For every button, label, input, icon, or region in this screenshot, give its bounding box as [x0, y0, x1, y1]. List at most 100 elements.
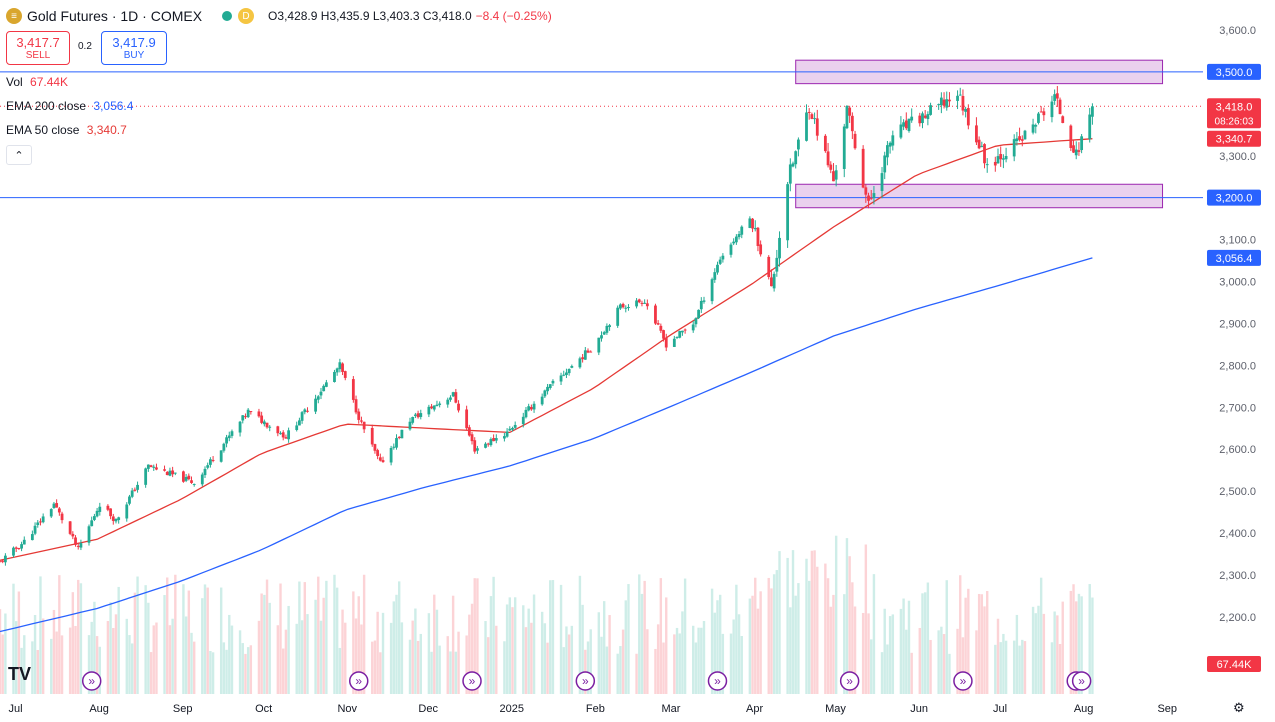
candle-body: [624, 307, 628, 309]
candle-body: [1020, 139, 1024, 141]
volume-bar: [608, 615, 611, 694]
candle-body: [1053, 94, 1057, 101]
candle-body: [1055, 93, 1059, 99]
candle-body: [57, 508, 61, 513]
candle-body: [449, 397, 452, 400]
candle-body: [562, 374, 566, 376]
volume-bar: [619, 646, 622, 694]
candle-body: [225, 437, 228, 444]
volume-bar: [287, 605, 290, 694]
candle-body: [907, 118, 911, 132]
volume-bar: [1053, 611, 1056, 694]
candle-body: [149, 465, 153, 468]
candle-body: [33, 525, 37, 534]
volume-bar: [95, 636, 99, 694]
ema200-legend[interactable]: EMA 200 close 3,056.4: [6, 99, 134, 113]
candle-body: [583, 350, 587, 360]
candle-body: [521, 416, 525, 425]
collapse-legend-button[interactable]: ⌃: [6, 145, 32, 165]
candle-body: [489, 439, 493, 446]
candle-body: [411, 417, 415, 423]
y-tick-label: 3,100.0: [1219, 235, 1256, 247]
candle-body: [49, 509, 53, 517]
volume-bar: [816, 566, 819, 694]
volume-bar: [20, 647, 23, 694]
candle-body: [370, 427, 374, 445]
volume-bar: [90, 621, 93, 694]
candle-body: [845, 106, 849, 129]
candle-body: [1074, 149, 1078, 156]
ema50-legend-value: 3,340.7: [86, 123, 127, 137]
event-marker-icon-glyph: »: [846, 674, 853, 688]
volume-bar: [438, 645, 441, 694]
volume-bar: [446, 636, 449, 694]
candle-body: [867, 195, 870, 201]
volume-bar: [735, 584, 738, 694]
candle-body: [929, 105, 932, 115]
candle-body: [691, 324, 695, 331]
candle-body: [397, 436, 401, 438]
volume-bar: [241, 643, 244, 694]
volume-bar: [1091, 597, 1094, 694]
candle-body: [260, 415, 264, 423]
volume-bar: [851, 582, 854, 694]
candle-body: [999, 154, 1003, 160]
volume-bar: [718, 594, 722, 694]
candle-body: [581, 357, 585, 360]
candle-body: [400, 429, 404, 439]
x-tick-label: Sep: [173, 703, 193, 715]
candle-body: [1072, 145, 1075, 153]
volume-bar: [926, 582, 930, 694]
volume-bar: [813, 550, 816, 694]
candle-body: [484, 443, 487, 448]
symbol-title[interactable]: Gold Futures · 1D · COMEX: [27, 8, 203, 24]
candle-body: [540, 396, 544, 405]
candle-body: [244, 416, 247, 418]
x-tick-label: Jul: [993, 703, 1007, 715]
volume-bar: [379, 652, 382, 694]
volume-bar: [468, 614, 471, 694]
volume-bar: [371, 641, 374, 694]
y-tick-label: 2,900.0: [1219, 318, 1256, 330]
candle-body: [791, 163, 795, 167]
volume-bar: [716, 600, 719, 694]
sell-button[interactable]: 3,417.7 SELL: [6, 31, 70, 65]
candle-body: [937, 104, 941, 106]
candle-body: [702, 300, 706, 302]
candle-body: [322, 385, 326, 392]
volume-bar: [1034, 613, 1037, 694]
volume-bar: [775, 570, 779, 694]
candle-body: [476, 448, 479, 451]
candle-body: [710, 279, 714, 302]
volume-bar: [532, 594, 536, 694]
volume-bar: [125, 618, 128, 694]
candle-body: [880, 173, 884, 191]
candle-body: [155, 467, 158, 470]
y-tick-label: 2,200.0: [1219, 612, 1256, 624]
volume-bar: [87, 635, 91, 694]
ema50-legend[interactable]: EMA 50 close 3,340.7: [6, 123, 127, 137]
x-tick-label: Nov: [337, 703, 357, 715]
volume-bar: [17, 591, 21, 694]
price-tag: 3,056.4: [1216, 253, 1253, 265]
volume-bar: [546, 642, 549, 694]
candle-body: [1091, 106, 1094, 117]
volume-legend[interactable]: Vol 67.44K: [6, 75, 69, 89]
tradingview-logo-icon[interactable]: TV: [8, 664, 32, 684]
price-tag: 3,200.0: [1216, 193, 1253, 205]
volume-bar: [713, 612, 716, 694]
candle-body: [813, 118, 816, 120]
volume-bar: [967, 588, 970, 694]
volume-bar: [786, 557, 789, 694]
volume-bar: [487, 637, 490, 694]
buy-button[interactable]: 3,417.9 BUY: [101, 31, 167, 65]
candle-body: [1050, 101, 1054, 118]
candle-body: [589, 351, 593, 353]
gold-symbol-icon: ≡: [6, 8, 22, 24]
volume-bar: [848, 556, 851, 694]
settings-gear-icon[interactable]: ⚙: [1233, 700, 1245, 715]
y-tick-label: 3,600.0: [1219, 25, 1256, 37]
volume-bar: [357, 596, 360, 694]
volume-bar: [702, 620, 706, 694]
